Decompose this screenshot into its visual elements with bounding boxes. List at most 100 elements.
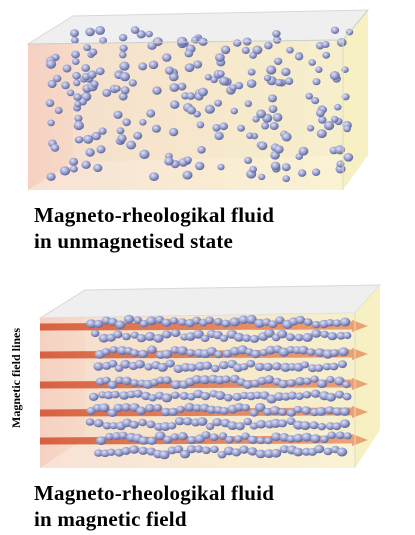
particle xyxy=(329,71,340,80)
particle xyxy=(241,432,250,440)
particle xyxy=(73,93,82,101)
particle xyxy=(186,92,195,100)
particle xyxy=(266,65,277,75)
particle xyxy=(88,392,99,401)
particle xyxy=(247,435,258,444)
particle xyxy=(339,419,350,428)
particle xyxy=(241,46,250,55)
particle xyxy=(50,144,60,152)
particle xyxy=(311,168,321,176)
particle xyxy=(156,376,165,384)
particle xyxy=(54,106,63,115)
particle xyxy=(281,132,292,142)
particle xyxy=(144,331,156,341)
particle xyxy=(311,97,320,105)
particle xyxy=(235,422,245,431)
particle xyxy=(316,109,325,118)
particle xyxy=(336,331,346,340)
particle xyxy=(113,403,124,413)
particle xyxy=(170,391,180,399)
particle xyxy=(285,333,295,342)
particle xyxy=(310,389,321,398)
particle xyxy=(314,364,324,372)
particle xyxy=(121,376,132,385)
particle xyxy=(72,71,81,80)
particle xyxy=(332,319,342,327)
particle xyxy=(295,315,306,324)
particle xyxy=(83,44,91,52)
particle xyxy=(231,448,242,457)
particle xyxy=(300,421,311,431)
particle xyxy=(252,115,260,123)
particle xyxy=(110,390,120,399)
particle xyxy=(176,36,188,46)
particle xyxy=(173,445,184,454)
particle xyxy=(282,175,291,183)
particle xyxy=(159,450,170,460)
particle xyxy=(204,73,212,81)
particle xyxy=(252,45,263,55)
particle xyxy=(129,420,139,429)
particle xyxy=(342,392,352,401)
particle xyxy=(246,79,257,88)
particle xyxy=(264,41,273,50)
caption-unmagnetised-line1: Magneto-rheologikal fluid xyxy=(34,203,275,227)
particle xyxy=(108,317,118,326)
particle xyxy=(308,59,317,66)
particle xyxy=(219,76,229,86)
particle xyxy=(192,316,202,325)
particle xyxy=(217,451,227,459)
particle xyxy=(184,49,194,58)
particle xyxy=(253,391,262,400)
particle xyxy=(286,379,296,387)
particle xyxy=(119,44,128,52)
particle xyxy=(87,70,97,79)
particle xyxy=(198,87,208,97)
particle xyxy=(239,445,249,454)
particle xyxy=(318,116,327,124)
particle xyxy=(184,63,195,73)
particle xyxy=(270,448,282,458)
particle xyxy=(73,79,81,87)
particle xyxy=(144,363,153,371)
particle xyxy=(62,64,72,73)
particle xyxy=(129,445,140,454)
particle xyxy=(98,333,110,343)
particle xyxy=(107,380,118,389)
particle xyxy=(332,422,342,431)
caption-magnetic-field-line2: in magnetic field xyxy=(34,507,187,531)
particle xyxy=(322,362,332,371)
unmagnetised-cube xyxy=(26,9,370,190)
particle xyxy=(201,446,211,455)
particle xyxy=(161,349,173,359)
particle xyxy=(214,99,223,107)
particle xyxy=(162,53,172,62)
particle xyxy=(233,402,245,412)
particle xyxy=(206,346,217,356)
particle xyxy=(152,86,162,95)
particle xyxy=(279,445,290,454)
particle xyxy=(201,431,211,439)
particle xyxy=(138,436,149,445)
particle xyxy=(177,346,188,356)
particle xyxy=(91,131,102,141)
particle xyxy=(149,172,159,182)
particle xyxy=(301,406,311,415)
particle xyxy=(170,100,180,109)
particle xyxy=(109,422,118,430)
particle xyxy=(161,330,172,339)
particle xyxy=(300,361,310,369)
particle xyxy=(191,375,202,384)
particle xyxy=(278,408,287,416)
particle xyxy=(85,148,95,157)
particle xyxy=(277,329,288,339)
particle xyxy=(170,346,180,354)
particle xyxy=(311,329,322,338)
particle xyxy=(160,407,171,417)
particle xyxy=(209,433,219,442)
particle xyxy=(122,332,131,341)
particle xyxy=(138,446,148,455)
particle xyxy=(309,421,319,430)
particle xyxy=(249,408,259,417)
particle xyxy=(334,376,345,386)
